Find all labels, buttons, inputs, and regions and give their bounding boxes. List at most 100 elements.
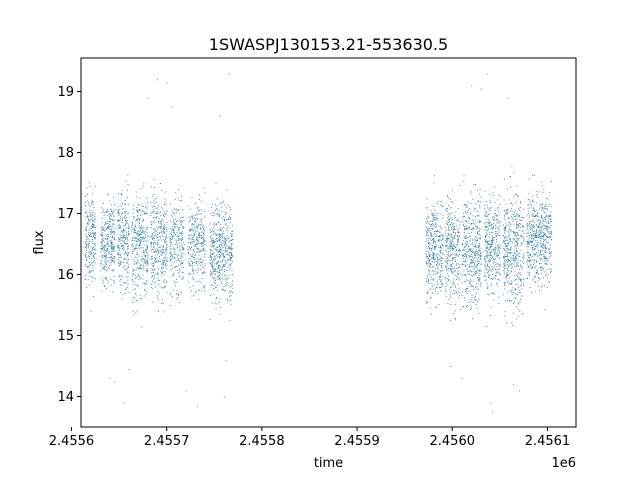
- data-point: [440, 252, 442, 254]
- data-point: [150, 244, 152, 246]
- data-point: [435, 255, 437, 257]
- data-point: [228, 286, 230, 288]
- data-point: [445, 250, 447, 251]
- data-point: [201, 200, 203, 202]
- data-point: [453, 282, 455, 284]
- data-point: [93, 224, 94, 226]
- data-point: [441, 286, 442, 288]
- data-point: [231, 240, 233, 241]
- data-point: [479, 273, 481, 275]
- data-point: [511, 246, 513, 248]
- data-point: [91, 226, 93, 228]
- data-point: [498, 303, 500, 305]
- data-point: [426, 234, 428, 236]
- data-point: [119, 260, 121, 262]
- data-point: [153, 206, 155, 207]
- data-point: [112, 243, 114, 245]
- data-point: [95, 227, 96, 229]
- data-point: [100, 264, 102, 266]
- data-point: [545, 203, 547, 205]
- data-point: [193, 257, 195, 259]
- data-point: [86, 241, 88, 242]
- data-point: [520, 244, 522, 246]
- data-point: [152, 246, 154, 248]
- data-point: [117, 228, 119, 230]
- data-point: [432, 218, 434, 220]
- data-point: [491, 250, 493, 252]
- data-point: [429, 296, 431, 298]
- data-point: [158, 226, 160, 228]
- data-point: [538, 191, 540, 193]
- data-point: [144, 231, 146, 233]
- data-point: [198, 235, 200, 237]
- data-point: [506, 209, 508, 210]
- data-point: [91, 227, 93, 228]
- data-point: [229, 259, 231, 261]
- data-point: [170, 231, 172, 233]
- data-point: [513, 252, 515, 254]
- data-point: [428, 279, 429, 281]
- data-point: [110, 241, 112, 243]
- data-point: [127, 255, 129, 257]
- data-point: [543, 224, 545, 226]
- data-point: [162, 260, 164, 262]
- data-point: [173, 272, 175, 274]
- data-point: [528, 204, 530, 206]
- data-point: [432, 252, 434, 254]
- data-point: [459, 234, 461, 236]
- data-point: [125, 269, 127, 271]
- data-point: [518, 289, 520, 291]
- data-point: [486, 204, 488, 206]
- data-point: [446, 273, 448, 275]
- data-point: [536, 260, 538, 262]
- data-point: [471, 223, 473, 225]
- data-point: [231, 256, 232, 258]
- data-point: [484, 228, 486, 230]
- data-point: [191, 255, 193, 257]
- data-point: [537, 272, 539, 274]
- data-point: [191, 216, 193, 218]
- data-point: [468, 282, 470, 284]
- data-point: [140, 242, 142, 244]
- data-point: [216, 262, 218, 264]
- data-point: [163, 280, 164, 282]
- data-point: [117, 244, 119, 246]
- data-point: [103, 237, 105, 239]
- data-point: [522, 236, 524, 238]
- data-point: [204, 210, 205, 212]
- data-point: [430, 247, 432, 249]
- data-point: [122, 217, 124, 219]
- data-point: [180, 232, 182, 233]
- data-point: [230, 247, 232, 249]
- data-point: [202, 238, 204, 240]
- data-point: [122, 245, 124, 247]
- data-point: [467, 233, 469, 234]
- data-point: [503, 249, 505, 251]
- data-point: [84, 253, 86, 255]
- data-point: [166, 248, 168, 250]
- data-point: [439, 275, 440, 277]
- data-point: [454, 318, 456, 320]
- data-point: [224, 239, 226, 241]
- data-point: [126, 253, 128, 255]
- data-point: [512, 258, 514, 260]
- data-point: [153, 282, 154, 284]
- data-point: [490, 306, 492, 308]
- data-point: [221, 211, 223, 212]
- data-point: [476, 232, 478, 234]
- data-point: [104, 277, 106, 279]
- data-point: [505, 268, 507, 269]
- data-point: [92, 296, 94, 298]
- data-point: [452, 238, 454, 240]
- data-point: [433, 212, 434, 214]
- data-point: [426, 208, 428, 210]
- data-point: [437, 267, 438, 269]
- data-point: [101, 244, 103, 246]
- data-point: [145, 207, 147, 209]
- data-point: [171, 233, 173, 235]
- data-point: [434, 226, 436, 228]
- data-point: [491, 277, 492, 279]
- data-point: [224, 212, 226, 214]
- data-point: [123, 249, 125, 251]
- data-point: [450, 294, 451, 296]
